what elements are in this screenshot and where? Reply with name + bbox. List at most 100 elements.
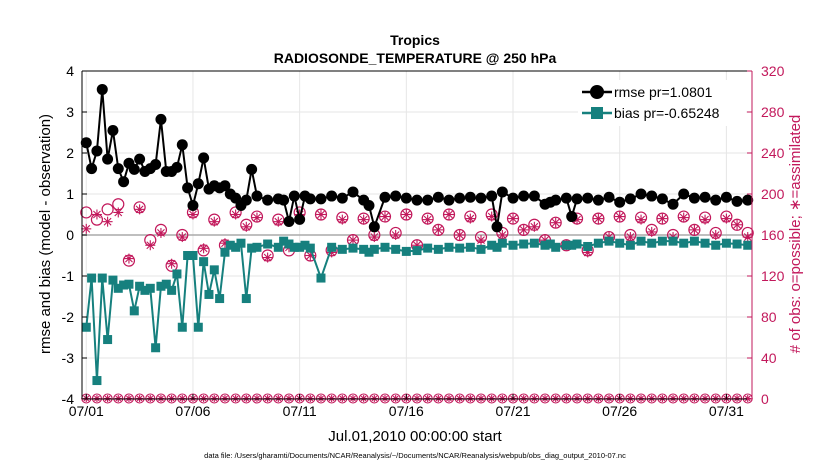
obs-assimilated-zero-point [146,394,154,402]
bias-point [391,244,401,254]
obs-possible-point [517,223,530,236]
obs-possible-zero-point [614,393,625,404]
obs-assimilated-zero-point [392,394,400,402]
bias-point [615,238,625,248]
obs-possible-zero-point [273,393,284,404]
bias-point [225,240,235,250]
rmse-point [134,153,146,165]
obs-assimilated-zero-point [488,394,496,402]
legend-bias-label: bias pr=-0.65248 [614,105,720,121]
obs-assimilated-stroke [488,395,495,402]
obs-assimilated-stroke [670,395,676,402]
obs-assimilated-stroke [414,395,420,402]
rmse-point [528,190,540,202]
rmse-point [710,194,722,206]
bias-point [401,246,411,256]
obs-assimilated-stroke [647,228,656,236]
obs-assimilated-stroke [478,395,484,402]
obs-assimilated-stroke [733,220,741,229]
rmse-point [592,194,604,206]
obs-assimilated-point [433,224,444,235]
obs-assimilated-stroke [243,395,250,402]
obs-assimilated-zero-point [114,394,122,402]
y-right-tick-label: 40 [761,350,777,366]
rmse-point [400,192,412,204]
obs-assimilated-stroke [551,218,560,227]
obs-assimilated-stroke [690,225,699,234]
obs-assimilated-stroke [722,214,731,223]
obs-assimilated-zero-point [584,394,592,402]
bias-point [241,294,251,304]
obs-assimilated-stroke [338,215,347,224]
obs-assimilated-stroke [254,395,260,402]
bias-point [92,376,102,386]
obs-assimilated-point [689,224,700,235]
obs-assimilated-point [145,240,156,251]
bias-point [433,244,443,254]
obs-assimilated-point [358,214,369,225]
obs-assimilated-zero-point [104,394,112,402]
rmse-point [128,163,140,175]
bias-point [412,246,422,256]
rmse-point [486,190,498,202]
bias-point [119,280,129,290]
obs-possible-zero-point [582,393,593,404]
obs-assimilated-stroke [691,395,698,402]
bias-point [721,238,731,248]
obs-assimilated-zero-point [680,394,688,402]
obs-possible-zero-point [113,393,124,404]
obs-assimilated-zero-point [541,394,549,402]
bias-point [209,265,219,275]
obs-assimilated-point [230,209,241,220]
rmse-point [390,190,402,202]
bias-point [711,240,721,250]
bias-point [135,281,145,291]
bias-point [284,239,294,249]
obs-assimilated-stroke [445,210,453,219]
obs-assimilated-zero-point [477,394,485,402]
obs-assimilated-zero-point [317,394,325,402]
obs-assimilated-stroke [136,395,143,402]
rmse-point [491,221,503,233]
legend: rmse pr=1.0801 bias pr=-0.65248 [578,80,746,126]
rmse-point [496,186,508,198]
obs-possible-zero-point [646,393,657,404]
obs-assimilated-point [401,209,412,220]
obs-assimilated-zero-point [264,394,272,402]
obs-assimilated-stroke [318,395,324,402]
obs-assimilated-zero-point [520,394,528,402]
obs-assimilated-stroke [542,395,548,402]
bias-point [348,243,358,253]
obs-assimilated-point [710,230,721,240]
obs-assimilated-stroke [114,208,123,217]
obs-assimilated-stroke [104,395,111,402]
obs-assimilated-stroke [382,395,388,402]
bias-point [465,242,475,252]
rmse-point [155,113,167,125]
bias-point [369,244,379,254]
rmse-point [454,192,466,204]
bias-point [732,239,742,249]
obs-possible-zero-point [710,393,721,404]
rmse-point [304,193,316,205]
obs-possible-point [314,208,328,221]
obs-assimilated-point [187,209,198,220]
obs-possible-zero-point [294,393,305,404]
bias-point [113,283,123,293]
obs-assimilated-stroke [349,236,357,245]
obs-assimilated-stroke [146,241,155,250]
obs-assimilated-stroke [211,395,218,402]
obs-assimilated-point [657,213,668,224]
bias-series [81,236,753,386]
obs-assimilated-stroke [147,395,154,402]
bias-point [279,236,289,246]
obs-assimilated-stroke [466,214,475,223]
y-right-tick-label: 120 [761,268,785,284]
rmse-point [246,163,258,175]
bias-point [567,240,577,250]
obs-assimilated-zero-point [274,394,282,402]
obs-possible-zero-point [507,393,519,404]
legend-rmse-marker [590,85,604,99]
obs-possible-point [442,208,456,221]
obs-assimilated-zero-point [648,394,656,402]
